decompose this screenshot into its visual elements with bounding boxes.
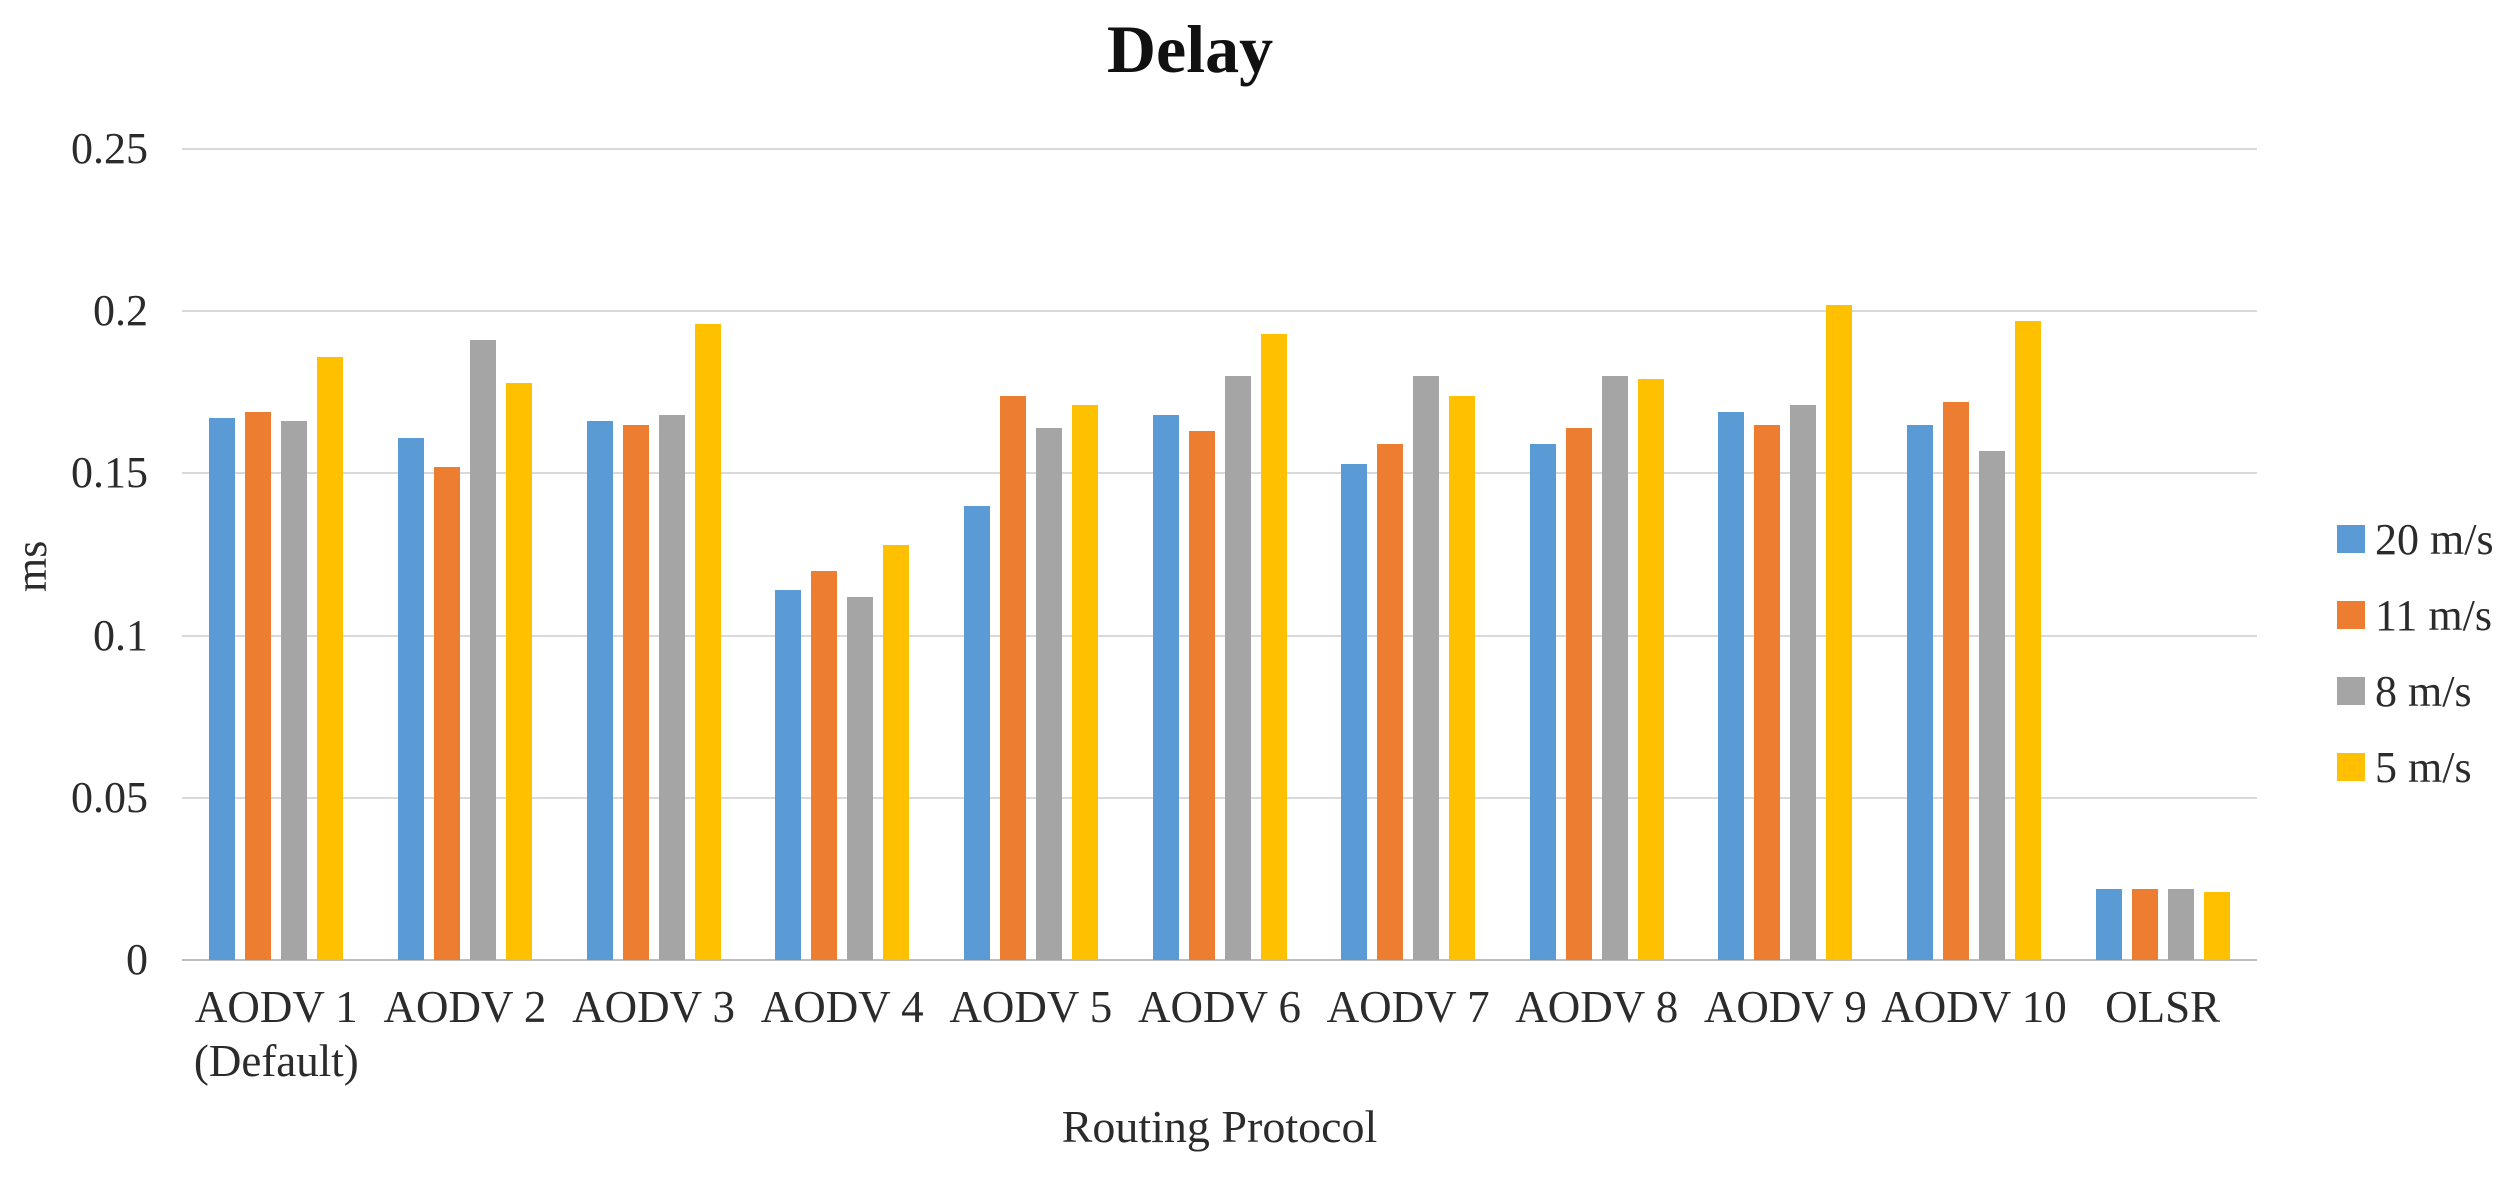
bar-5-m-s-aodv-6 — [1260, 333, 1287, 960]
bar-20-m-s-aodv-10 — [1907, 424, 1934, 960]
bar-8-m-s-aodv-2 — [469, 340, 496, 960]
bar-5-m-s-aodv-9 — [1826, 304, 1853, 960]
bar-8-m-s-aodv-7 — [1413, 376, 1440, 960]
legend-item-11-m-s: 11 m/s — [2337, 590, 2494, 640]
legend-item-20-m-s: 20 m/s — [2337, 514, 2494, 564]
bar-11-m-s-aodv-8 — [1565, 427, 1592, 960]
bar-8-m-s-olsr — [2167, 888, 2194, 960]
bar-8-m-s-aodv-10 — [1979, 450, 2006, 960]
legend-label-5-m-s: 5 m/s — [2375, 742, 2472, 792]
bar-8-m-s-aodv-3 — [658, 415, 685, 960]
y-tick-label-0.2: 0.2 — [93, 286, 148, 336]
x-axis-line — [182, 959, 2257, 961]
bar-5-m-s-aodv-10 — [2015, 320, 2042, 960]
bar-8-m-s-aodv-1-default — [281, 421, 308, 960]
bar-11-m-s-aodv-10 — [1943, 402, 1970, 960]
y-tick-label-0.25: 0.25 — [71, 124, 148, 173]
bar-5-m-s-aodv-8 — [1637, 379, 1664, 960]
bar-5-m-s-aodv-5 — [1071, 405, 1098, 960]
bar-20-m-s-aodv-3 — [586, 421, 613, 960]
bar-11-m-s-aodv-6 — [1188, 431, 1215, 960]
y-tick-label-0.15: 0.15 — [71, 448, 148, 498]
bar-20-m-s-aodv-2 — [397, 437, 424, 960]
bar-20-m-s-aodv-9 — [1718, 411, 1745, 960]
y-tick-label-0: 0 — [126, 935, 148, 984]
y-tick-label-0.05: 0.05 — [71, 772, 148, 822]
bar-8-m-s-aodv-5 — [1035, 427, 1062, 960]
legend-item-5-m-s: 5 m/s — [2337, 742, 2494, 792]
legend-swatch-8-m-s — [2337, 677, 2365, 705]
chart-title: Delay — [1106, 11, 1274, 87]
bar-8-m-s-aodv-8 — [1601, 376, 1628, 960]
x-category-label-aodv-10: AODV 10 — [1881, 982, 2067, 1032]
bar-5-m-s-aodv-7 — [1449, 395, 1476, 960]
legend: 20 m/s 11 m/s 8 m/s 5 m/s — [2337, 514, 2494, 792]
legend-swatch-5-m-s — [2337, 753, 2365, 781]
x-category-label-aodv-9: AODV 9 — [1703, 982, 1867, 1032]
x-category-label-aodv-1-default: AODV 1 (Default) — [193, 982, 359, 1086]
legend-label-11-m-s: 11 m/s — [2375, 590, 2492, 640]
bar-20-m-s-aodv-5 — [963, 505, 990, 960]
x-category-label-aodv-4: AODV 4 — [760, 982, 924, 1032]
gridline-0.15 — [182, 472, 2257, 475]
bar-11-m-s-aodv-2 — [433, 466, 460, 960]
bar-5-m-s-aodv-1-default — [317, 356, 344, 960]
x-category-label-aodv-2: AODV 2 — [383, 982, 547, 1032]
bar-20-m-s-aodv-4 — [775, 590, 802, 960]
bar-11-m-s-aodv-9 — [1754, 424, 1781, 960]
bar-11-m-s-aodv-7 — [1377, 444, 1404, 960]
x-category-label-aodv-7: AODV 7 — [1326, 982, 1490, 1032]
y-axis-title: ms — [7, 540, 56, 592]
x-category-label-olsr: OLSR — [2105, 982, 2221, 1032]
bar-20-m-s-aodv-8 — [1529, 444, 1556, 960]
x-category-label-aodv-6: AODV 6 — [1138, 982, 1301, 1032]
bar-11-m-s-aodv-3 — [622, 424, 649, 960]
bar-5-m-s-aodv-2 — [505, 382, 532, 960]
y-tick-label-0.1: 0.1 — [93, 610, 148, 660]
x-axis-title: Routing Protocol — [1061, 1101, 1378, 1152]
gridline-0.1 — [182, 634, 2257, 637]
bar-8-m-s-aodv-4 — [847, 596, 874, 960]
legend-swatch-20-m-s — [2337, 525, 2365, 553]
bar-20-m-s-aodv-1-default — [209, 418, 236, 960]
legend-swatch-11-m-s — [2337, 601, 2365, 629]
bar-11-m-s-aodv-1-default — [245, 411, 272, 960]
bar-20-m-s-olsr — [2095, 888, 2122, 960]
bar-8-m-s-aodv-9 — [1790, 405, 1817, 960]
bar-20-m-s-aodv-7 — [1341, 463, 1368, 960]
x-category-label-aodv-3: AODV 3 — [572, 982, 736, 1032]
bar-5-m-s-aodv-4 — [883, 544, 910, 960]
gridline-0.2 — [182, 310, 2257, 313]
x-category-label-aodv-5: AODV 5 — [949, 982, 1113, 1032]
bar-11-m-s-aodv-5 — [999, 395, 1026, 960]
x-category-label-aodv-8: AODV 8 — [1515, 982, 1679, 1032]
bar-11-m-s-olsr — [2131, 888, 2158, 960]
gridline-0.05 — [182, 796, 2257, 799]
legend-item-8-m-s: 8 m/s — [2337, 666, 2494, 716]
bar-5-m-s-olsr — [2203, 891, 2230, 960]
bar-8-m-s-aodv-6 — [1224, 376, 1251, 960]
legend-label-20-m-s: 20 m/s — [2375, 514, 2494, 564]
bar-11-m-s-aodv-4 — [811, 570, 838, 960]
gridline-0.25 — [182, 148, 2257, 150]
legend-label-8-m-s: 8 m/s — [2375, 666, 2472, 716]
bar-20-m-s-aodv-6 — [1152, 415, 1179, 960]
bar-5-m-s-aodv-3 — [694, 324, 721, 960]
